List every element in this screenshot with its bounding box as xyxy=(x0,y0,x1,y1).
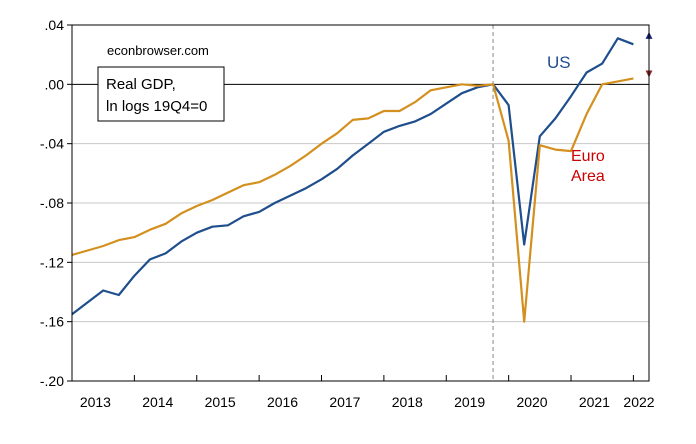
y-tick-label: -.20 xyxy=(40,373,64,389)
x-tick-label: 2016 xyxy=(267,394,298,410)
x-tick-label: 2022 xyxy=(623,394,654,410)
us-label: US xyxy=(547,53,571,72)
legend-line-2: ln logs 19Q4=0 xyxy=(106,98,207,115)
us-series-line xyxy=(71,37,634,316)
legend-box-frame xyxy=(97,66,225,122)
x-tick-label: 2019 xyxy=(454,394,485,410)
y-tick-label: -.08 xyxy=(40,195,64,211)
euro-area-label-line-1: Euro xyxy=(571,148,605,165)
y-tick-label: -.12 xyxy=(40,254,64,270)
x-axis: 2013 2014 2015 2016 2017 2018 2019 2020 2021 2022 xyxy=(80,375,655,410)
y-tick-label: .00 xyxy=(45,76,65,92)
y-tick-label: -.04 xyxy=(40,136,64,152)
site-credit: econbrowser.com xyxy=(107,43,209,58)
x-tick-label: 2013 xyxy=(80,394,111,410)
x-tick-label: 2014 xyxy=(142,394,173,410)
legend-line-1: Real GDP, xyxy=(106,76,176,93)
y-tick-label: .04 xyxy=(45,17,65,33)
x-tick-label: 2021 xyxy=(579,394,610,410)
legend-box: Real GDP, ln logs 19Q4=0 xyxy=(97,66,225,122)
x-tick-label: 2015 xyxy=(205,394,236,410)
series-layer xyxy=(71,37,634,323)
y-axis: .04 .00 -.04 -.08 -.12 -.16 -.20 xyxy=(40,17,72,389)
euro-area-series-line xyxy=(71,77,634,323)
euro-area-label-line-2: Area xyxy=(571,168,605,185)
x-tick-label: 2018 xyxy=(392,394,423,410)
x-tick-label: 2017 xyxy=(329,394,360,410)
y-tick-label: -.16 xyxy=(40,314,64,330)
x-tick-label: 2020 xyxy=(516,394,547,410)
